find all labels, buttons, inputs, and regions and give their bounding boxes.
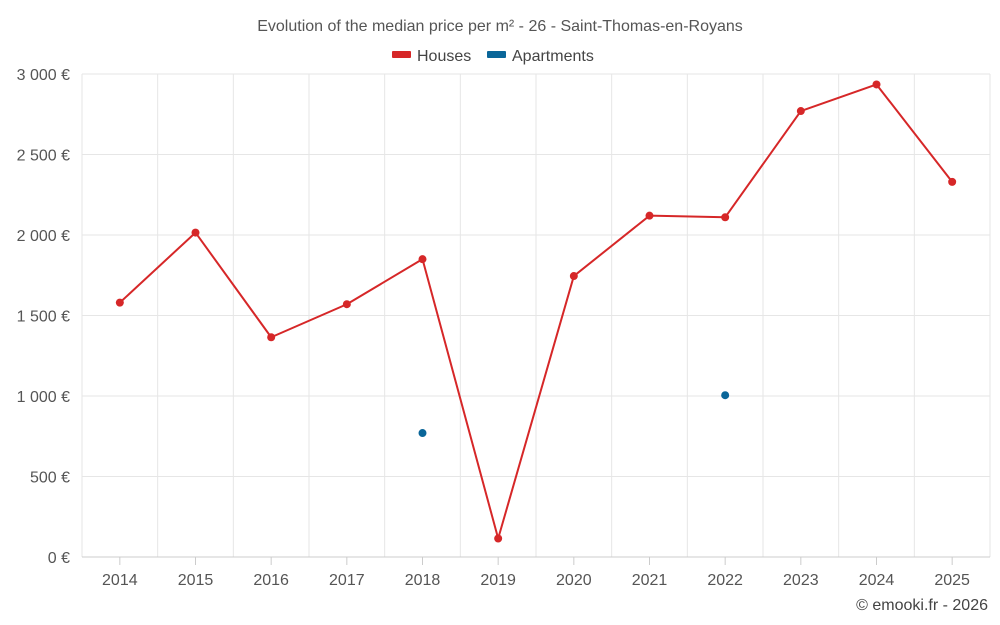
credit-text[interactable]: © emooki.fr - 2026 (856, 597, 988, 614)
x-tick-label: 2015 (178, 572, 214, 589)
legend-item-apartments[interactable]: Apartments (487, 48, 594, 65)
x-axis: 2014 2015 2016 2017 2018 2019 2020 2021 2022 2023… (82, 556, 990, 589)
data-point-apartments-2022[interactable] (721, 391, 730, 400)
data-point-houses-2017[interactable] (342, 300, 351, 309)
data-point-houses-2025[interactable] (948, 177, 957, 186)
x-tick-label: 2025 (934, 572, 970, 589)
y-tick-label: 0 € (48, 550, 70, 567)
legend-item-houses[interactable]: Houses (392, 48, 471, 65)
x-tick-label: 2024 (859, 572, 895, 589)
y-tick-label: 2 500 € (17, 148, 70, 165)
y-tick-label: 1 000 € (17, 389, 70, 406)
legend-swatch-apartments (487, 51, 506, 58)
data-point-houses-2014[interactable] (115, 298, 124, 307)
x-tick-label: 2019 (480, 572, 516, 589)
x-tick-label: 2020 (556, 572, 592, 589)
y-axis: 0 € 500 € 1 000 € 1 500 € 2 000 € 2 500 € 3 00… (17, 67, 70, 567)
data-point-apartments-2018[interactable] (418, 429, 427, 438)
data-point-houses-2024[interactable] (872, 80, 881, 89)
x-tick-label: 2018 (405, 572, 441, 589)
series-line-houses (119, 83, 953, 540)
x-tick-label: 2023 (783, 572, 819, 589)
grid (81, 73, 991, 557)
series-houses (115, 80, 957, 543)
x-tick-label: 2014 (102, 572, 138, 589)
data-point-houses-2021[interactable] (645, 211, 654, 220)
x-tick-label: 2021 (632, 572, 668, 589)
legend-swatch-houses (392, 51, 411, 58)
legend-label-houses: Houses (417, 48, 471, 65)
y-tick-label: 1 500 € (17, 309, 70, 326)
y-tick-label: 3 000 € (17, 67, 70, 84)
x-tick-label: 2017 (329, 572, 365, 589)
data-point-houses-2019[interactable] (494, 534, 503, 543)
data-point-houses-2022[interactable] (721, 213, 730, 222)
legend: Houses Apartments (392, 48, 594, 65)
data-point-houses-2016[interactable] (267, 333, 276, 342)
chart-title: Evolution of the median price per m² - 2… (257, 18, 743, 35)
series-layer (115, 80, 957, 543)
data-point-houses-2015[interactable] (191, 228, 200, 237)
series-apartments (418, 391, 730, 438)
data-point-houses-2020[interactable] (569, 272, 578, 281)
y-tick-label: 500 € (30, 470, 70, 487)
x-tick-label: 2016 (253, 572, 289, 589)
legend-label-apartments: Apartments (512, 48, 594, 65)
x-tick-label: 2022 (707, 572, 743, 589)
data-point-houses-2023[interactable] (796, 107, 805, 116)
data-point-houses-2018[interactable] (418, 255, 427, 264)
y-tick-label: 2 000 € (17, 228, 70, 245)
